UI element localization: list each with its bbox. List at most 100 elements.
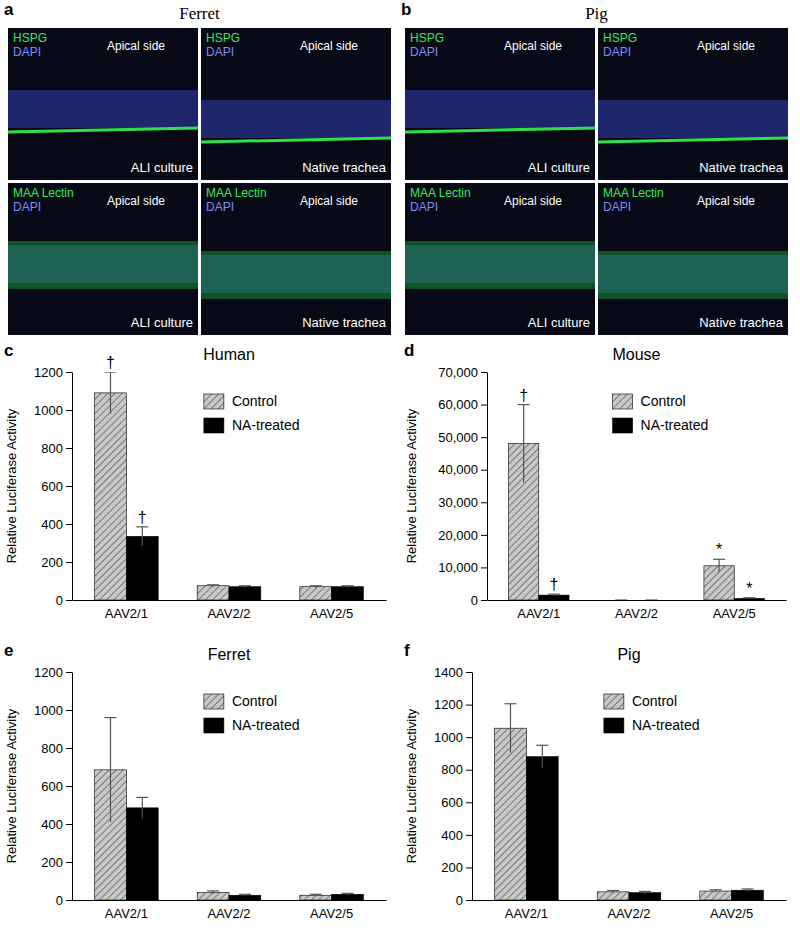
error-bar [504, 704, 516, 753]
y-axis: 010,00020,00030,00040,00050,00060,00070,… [438, 365, 487, 608]
y-tick-label: 1200 [34, 665, 63, 680]
nuclear-stain-label: DAPI [13, 200, 41, 214]
y-tick-mark [481, 372, 487, 373]
y-axis: 020040060080010001200 [34, 665, 72, 908]
legend-swatch [204, 418, 224, 433]
error-bar-stem [510, 704, 511, 753]
y-tick-mark [481, 502, 487, 503]
legend-swatch [604, 694, 624, 709]
x-tick-label: AAV2/2 [207, 906, 250, 921]
error-bar [743, 598, 755, 599]
significance-marker: † [519, 387, 528, 404]
orientation-label: Apical side [300, 39, 358, 53]
y-tick: 200 [41, 555, 72, 570]
y-axis-line [72, 373, 73, 601]
nuclear-stain-label: DAPI [603, 45, 631, 59]
error-bar-cap [615, 599, 627, 600]
x-tick-label: AAV2/5 [713, 606, 756, 621]
error-bar [104, 372, 116, 414]
y-tick-mark [466, 867, 472, 868]
x-tick: AAV2/2 [207, 900, 250, 921]
error-bar-cap [104, 372, 116, 373]
bar [197, 586, 229, 600]
bar [126, 808, 158, 900]
legend: ControlNA-treated [204, 393, 300, 433]
micrograph: MAA LectinDAPIApical sideNative trachea [598, 183, 788, 335]
stain-label: HSPG [13, 31, 47, 45]
y-tick-label: 400 [41, 817, 63, 832]
error-bar [104, 718, 116, 823]
legend-entry: Control [204, 693, 277, 709]
y-tick-label: 800 [441, 762, 463, 777]
significance-marker: * [746, 580, 752, 597]
y-tick-mark [66, 600, 72, 601]
y-tick-label: 800 [41, 441, 63, 456]
bar [732, 890, 764, 900]
legend-swatch [204, 718, 224, 733]
y-tick: 800 [41, 441, 72, 456]
legend-label: NA-treated [641, 417, 709, 433]
panel-letter: a [4, 0, 14, 19]
y-tick-mark [66, 900, 72, 901]
y-tick-mark [66, 372, 72, 373]
y-tick-mark [66, 710, 72, 711]
x-tick: AAV2/2 [207, 600, 250, 621]
sample-label: Native trachea [302, 315, 387, 330]
y-axis-title: Relative Luciferase Activity [404, 408, 419, 563]
y-tick-label: 50,000 [438, 430, 478, 445]
nuclei-band [598, 100, 788, 138]
stain-label: MAA Lectin [410, 186, 471, 200]
significance-marker: * [716, 541, 722, 558]
legend-entry: NA-treated [613, 417, 709, 433]
error-bar-cap [239, 585, 251, 586]
x-tick: AAV2/5 [713, 600, 756, 621]
plot-area: 010,00020,00030,00040,00050,00060,00070,… [438, 365, 786, 622]
error-bar [136, 797, 148, 818]
legend-entry: NA-treated [204, 717, 300, 733]
x-axis-line [473, 900, 787, 901]
error-bar-cap [104, 717, 116, 718]
y-tick: 30,000 [438, 495, 487, 510]
y-axis: 0200400600800100012001400 [434, 665, 472, 908]
panel-letter: b [401, 0, 411, 19]
panel-letter: c [4, 341, 13, 360]
y-tick: 20,000 [438, 528, 487, 543]
y-tick-label: 0 [456, 893, 463, 908]
micrograph: HSPGDAPIApical sideNative trachea [598, 28, 788, 180]
y-tick: 50,000 [438, 430, 487, 445]
error-bar-cap [342, 893, 354, 894]
error-bar [646, 600, 658, 601]
x-tick: AAV2/5 [710, 900, 753, 921]
y-tick-mark [66, 824, 72, 825]
x-tick-label: AAV2/1 [105, 906, 148, 921]
error-bar-cap [239, 894, 251, 895]
y-tick-label: 1200 [434, 697, 463, 712]
error-bar-cap [310, 585, 322, 586]
plot-area: 020040060080010001200AAV2/1AAV2/2AAV2/5†… [34, 354, 386, 621]
x-tick: AAV2/1 [105, 600, 148, 621]
y-tick-mark [66, 410, 72, 411]
x-axis-line [73, 900, 387, 901]
bars [495, 704, 764, 900]
y-tick: 600 [41, 779, 72, 794]
y-tick: 200 [41, 855, 72, 870]
y-tick-mark [481, 405, 487, 406]
error-bar [536, 745, 548, 768]
image-background [8, 28, 198, 180]
y-tick-mark [481, 535, 487, 536]
chart: 010,00020,00030,00040,00050,00060,00070,… [404, 341, 787, 621]
x-tick: AAV2/2 [615, 600, 658, 621]
micrograph: MAA LectinDAPIApical sideNative trachea [201, 183, 391, 335]
y-tick-label: 1000 [434, 730, 463, 745]
error-bar-stem [110, 372, 111, 414]
stain-line [598, 138, 788, 142]
y-tick-mark [66, 672, 72, 673]
x-tick-label: AAV2/5 [710, 906, 753, 921]
legend-label: Control [232, 393, 277, 409]
y-tick-mark [466, 802, 472, 803]
y-tick-mark [481, 470, 487, 471]
error-bar [310, 894, 322, 896]
y-tick: 1000 [434, 730, 472, 745]
y-tick-label: 400 [441, 828, 463, 843]
error-bar [136, 527, 148, 546]
